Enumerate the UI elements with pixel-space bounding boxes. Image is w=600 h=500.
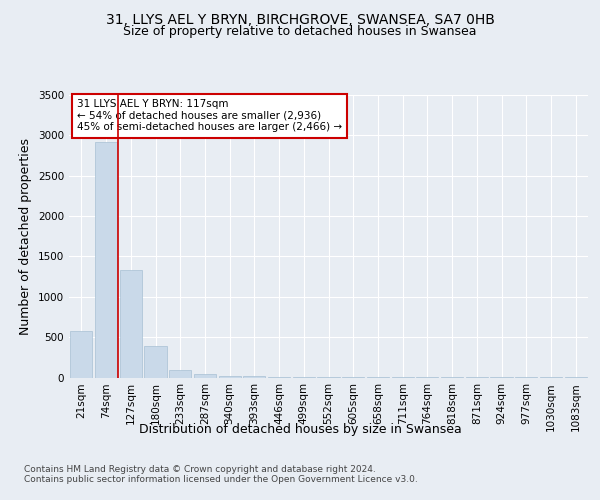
Bar (268, 376, 290, 378)
Bar (145, 346, 167, 378)
Bar (194, 374, 216, 378)
Text: 31 LLYS AEL Y BRYN: 117sqm
← 54% of detached houses are smaller (2,936)
45% of s: 31 LLYS AEL Y BRYN: 117sqm ← 54% of deta… (77, 99, 342, 132)
Bar (243, 376, 265, 378)
Text: Contains HM Land Registry data © Crown copyright and database right 2024.
Contai: Contains HM Land Registry data © Crown c… (24, 465, 418, 484)
Y-axis label: Number of detached properties: Number of detached properties (19, 138, 32, 335)
Bar (70, 332, 92, 378)
Bar (95, 142, 117, 378)
Bar (119, 270, 142, 378)
Text: Distribution of detached houses by size in Swansea: Distribution of detached houses by size … (139, 422, 461, 436)
Bar (169, 370, 191, 378)
Bar (218, 376, 241, 378)
Text: Size of property relative to detached houses in Swansea: Size of property relative to detached ho… (123, 25, 477, 38)
Text: 31, LLYS AEL Y BRYN, BIRCHGROVE, SWANSEA, SA7 0HB: 31, LLYS AEL Y BRYN, BIRCHGROVE, SWANSEA… (106, 12, 494, 26)
Bar (293, 377, 315, 378)
